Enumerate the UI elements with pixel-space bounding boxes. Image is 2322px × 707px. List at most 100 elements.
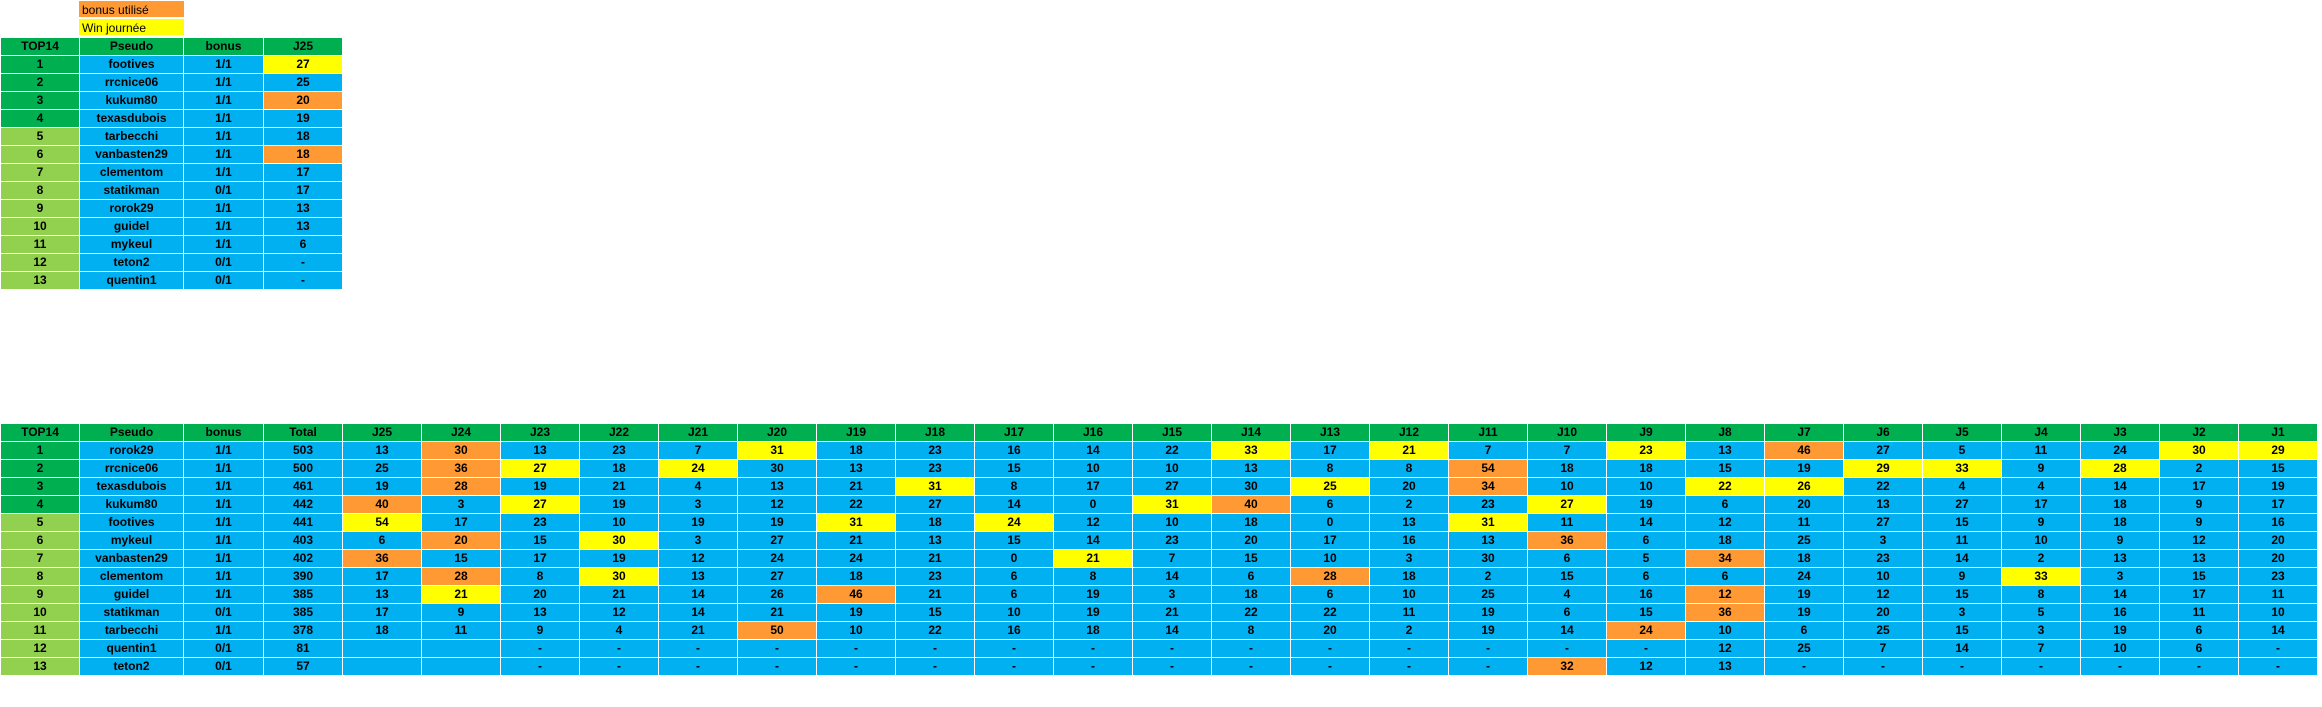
score-cell: 19 [1764, 585, 1844, 604]
score-cell: 4 [1527, 585, 1607, 604]
score-cell: 40 [1211, 495, 1291, 514]
bonus-cell: 1/1 [183, 585, 264, 604]
score-cell: 6 [974, 567, 1054, 586]
column-header: J13 [1290, 423, 1370, 442]
table-row: 9 rorok29 1/1 13 [0, 199, 343, 218]
score-cell: 18 [1606, 459, 1686, 478]
score-cell: - [1211, 639, 1291, 658]
score-cell: 54 [1448, 459, 1528, 478]
score-cell: 31 [816, 513, 896, 532]
column-header: Pseudo [79, 423, 184, 442]
score-cell: 31 [1448, 513, 1528, 532]
pseudo-cell: rrcnice06 [79, 73, 184, 92]
score-cell: 33 [1922, 459, 2002, 478]
score-cell: 34 [1685, 549, 1765, 568]
rank-cell: 10 [0, 217, 80, 236]
table-row: 6 vanbasten29 1/1 18 [0, 145, 343, 164]
score-cell: 15 [1606, 603, 1686, 622]
score-cell: 20 [421, 531, 501, 550]
score-cell: 28 [421, 477, 501, 496]
score-cell: 6 [1606, 567, 1686, 586]
pseudo-cell: statikman [79, 181, 184, 200]
pseudo-cell: mykeul [79, 531, 184, 550]
score-cell: - [1132, 657, 1212, 676]
score-cell: 19 [2080, 621, 2160, 640]
column-header: J2 [2159, 423, 2239, 442]
pseudo-cell: mykeul [79, 235, 184, 254]
score-cell: 30 [2159, 441, 2239, 460]
score-cell: 17 [263, 163, 343, 182]
score-cell: 23 [2238, 567, 2318, 586]
score-cell: - [974, 657, 1054, 676]
pseudo-cell: rorok29 [79, 441, 184, 460]
score-cell: - [658, 639, 738, 658]
score-cell: 18 [1369, 567, 1449, 586]
score-cell: 17 [1290, 441, 1370, 460]
score-cell: 3 [658, 531, 738, 550]
score-cell: 19 [579, 549, 659, 568]
score-cell: 40 [342, 495, 422, 514]
score-cell: 8 [500, 567, 580, 586]
score-cell: 10 [2238, 603, 2318, 622]
score-cell: 20 [1843, 603, 1923, 622]
score-cell: 25 [1290, 477, 1370, 496]
score-cell: - [2080, 657, 2160, 676]
legend: bonus utilisé Win journée [78, 0, 185, 36]
score-cell: 20 [2238, 531, 2318, 550]
score-cell: 24 [816, 549, 896, 568]
bonus-cell: 1/1 [183, 55, 264, 74]
pseudo-cell: clementom [79, 163, 184, 182]
score-cell: - [1369, 639, 1449, 658]
score-cell: 12 [1606, 657, 1686, 676]
column-header: J14 [1211, 423, 1291, 442]
score-cell: 16 [974, 621, 1054, 640]
score-cell: 6 [1685, 567, 1765, 586]
legend-bonus-used: bonus utilisé [78, 0, 185, 18]
score-cell: - [263, 253, 343, 272]
score-cell: 15 [421, 549, 501, 568]
score-cell: - [974, 639, 1054, 658]
score-cell: 19 [1764, 603, 1844, 622]
score-cell: 19 [1053, 603, 1133, 622]
score-cell: 10 [1053, 459, 1133, 478]
score-cell: 22 [1290, 603, 1370, 622]
pseudo-cell: footives [79, 55, 184, 74]
score-cell: 27 [263, 55, 343, 74]
score-cell: 21 [895, 585, 975, 604]
rank-cell: 11 [0, 621, 80, 640]
score-cell: - [579, 657, 659, 676]
score-cell: 18 [1211, 513, 1291, 532]
score-cell: 13 [1685, 657, 1765, 676]
column-header: bonus [183, 37, 264, 56]
score-cell [342, 657, 422, 676]
score-cell: 8 [1053, 567, 1133, 586]
bonus-cell: 1/1 [183, 127, 264, 146]
score-cell: 19 [1764, 459, 1844, 478]
score-cell: 25 [1764, 531, 1844, 550]
score-cell: 21 [816, 531, 896, 550]
score-cell: 27 [737, 531, 817, 550]
pseudo-cell: guidel [79, 585, 184, 604]
total-cell: 385 [263, 585, 343, 604]
score-cell: 23 [1132, 531, 1212, 550]
bonus-cell: 1/1 [183, 459, 264, 478]
score-cell: 0 [1053, 495, 1133, 514]
bonus-cell: 1/1 [183, 109, 264, 128]
score-cell: 18 [263, 127, 343, 146]
score-cell: 13 [2159, 549, 2239, 568]
total-cell: 385 [263, 603, 343, 622]
score-cell: 18 [816, 567, 896, 586]
column-header: J22 [579, 423, 659, 442]
table-row: 11 tarbecchi 1/1 378 18 11 9 4 21 50 10 22 16 18 14 8 20… [0, 621, 2318, 640]
score-cell: 15 [2238, 459, 2318, 478]
score-cell: 18 [1211, 585, 1291, 604]
score-cell: 6 [1685, 495, 1765, 514]
pseudo-cell: footives [79, 513, 184, 532]
score-cell: 10 [1132, 459, 1212, 478]
score-cell: 14 [1922, 549, 2002, 568]
score-cell: 6 [974, 585, 1054, 604]
score-cell: 19 [1448, 621, 1528, 640]
score-cell: 19 [1053, 585, 1133, 604]
score-cell: 24 [658, 459, 738, 478]
score-cell: 10 [974, 603, 1054, 622]
